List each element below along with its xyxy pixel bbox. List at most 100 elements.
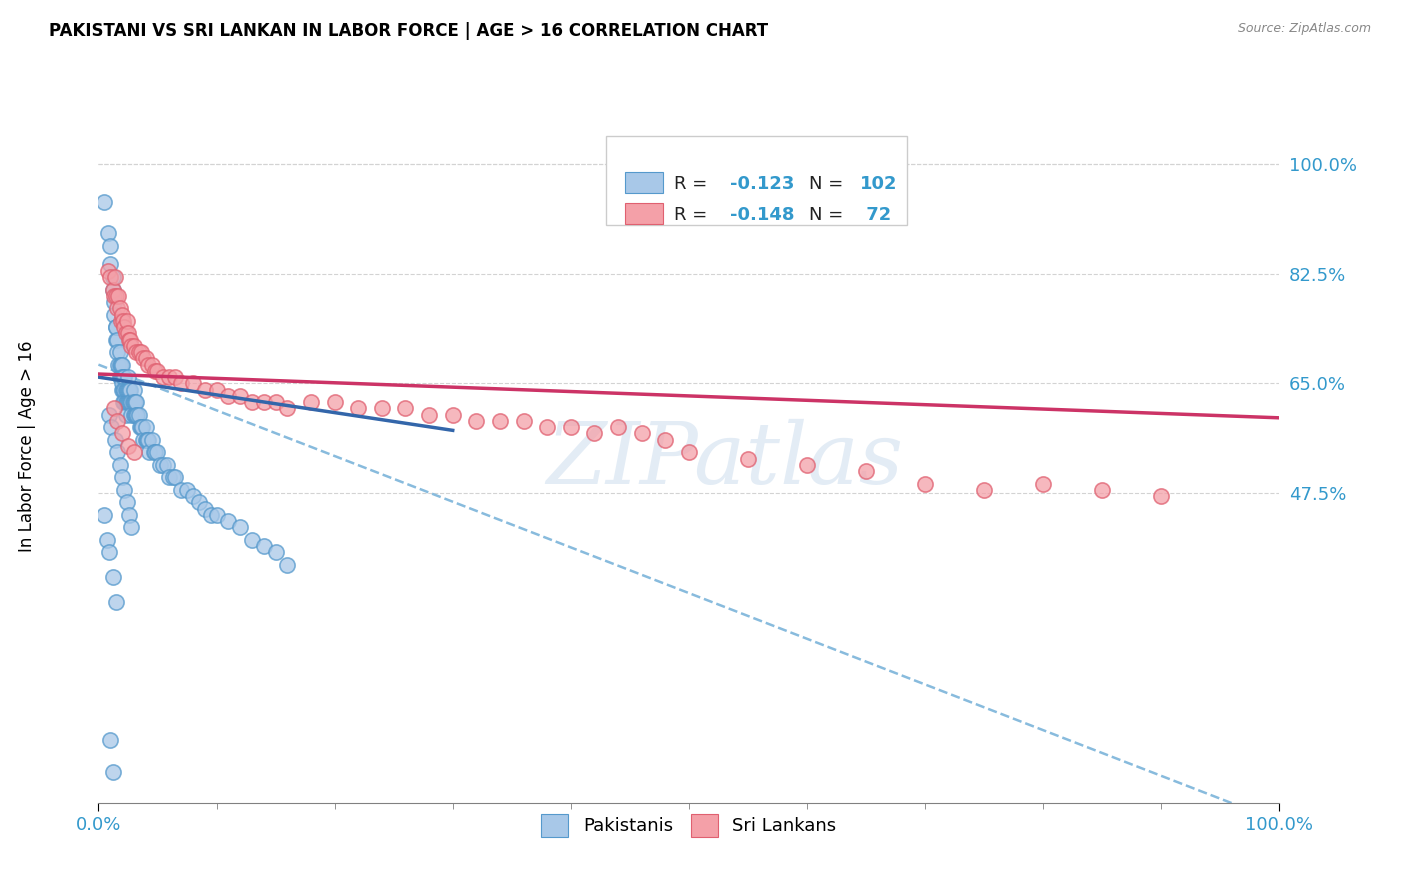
Sri Lankans [630,426,652,441]
Sri Lankans [108,301,131,316]
Pakistanis [149,458,172,472]
Sri Lankans [112,320,135,334]
Sri Lankans [181,376,204,391]
Sri Lankans [97,264,120,278]
Text: PAKISTANI VS SRI LANKAN IN LABOR FORCE | AGE > 16 CORRELATION CHART: PAKISTANI VS SRI LANKAN IN LABOR FORCE |… [49,22,768,40]
Pakistanis [121,520,143,534]
Pakistanis [156,458,179,472]
Sri Lankans [111,426,134,441]
Text: -0.148: -0.148 [730,206,794,224]
Pakistanis [112,483,135,497]
Sri Lankans [489,414,512,428]
Sri Lankans [105,289,128,303]
Sri Lankans [129,345,152,359]
Pakistanis [122,383,145,397]
Pakistanis [125,395,148,409]
Pakistanis [107,358,129,372]
Sri Lankans [678,445,700,459]
Sri Lankans [217,389,239,403]
Sri Lankans [103,289,125,303]
Pakistanis [96,533,118,547]
Pakistanis [205,508,228,522]
Pakistanis [118,395,141,409]
Sri Lankans [1091,483,1114,497]
Sri Lankans [347,401,370,416]
Sri Lankans [135,351,157,366]
Sri Lankans [103,401,125,416]
Pakistanis [122,408,145,422]
Pakistanis [135,433,157,447]
Pakistanis [152,458,174,472]
Pakistanis [111,370,134,384]
Sri Lankans [441,408,464,422]
Pakistanis [112,395,135,409]
Sri Lankans [110,314,132,328]
Text: Source: ZipAtlas.com: Source: ZipAtlas.com [1237,22,1371,36]
Pakistanis [111,383,134,397]
Sri Lankans [157,370,180,384]
Pakistanis [111,470,134,484]
Pakistanis [110,358,132,372]
Pakistanis [98,408,121,422]
Pakistanis [103,295,125,310]
Pakistanis [101,270,124,285]
Pakistanis [105,345,128,359]
Sri Lankans [128,345,150,359]
Pakistanis [112,370,135,384]
Pakistanis [105,333,128,347]
Sri Lankans [117,439,139,453]
Pakistanis [187,495,209,509]
Sri Lankans [112,314,135,328]
Pakistanis [194,501,217,516]
FancyBboxPatch shape [626,172,664,194]
Sri Lankans [165,370,187,384]
Sri Lankans [205,383,228,397]
Pakistanis [157,470,180,484]
Sri Lankans [146,364,169,378]
Sri Lankans [418,408,440,422]
Sri Lankans [115,314,138,328]
Sri Lankans [105,414,128,428]
Pakistanis [111,376,134,391]
Pakistanis [114,395,136,409]
Pakistanis [100,420,122,434]
Sri Lankans [973,483,995,497]
Sri Lankans [117,326,139,341]
Pakistanis [200,508,222,522]
Sri Lankans [152,370,174,384]
Pakistanis [93,194,115,209]
Pakistanis [141,433,163,447]
Sri Lankans [104,270,127,285]
Sri Lankans [607,420,630,434]
Y-axis label: In Labor Force | Age > 16: In Labor Force | Age > 16 [18,340,37,552]
Pakistanis [127,408,149,422]
Pakistanis [136,433,159,447]
Pakistanis [105,333,128,347]
Pakistanis [108,370,131,384]
Sri Lankans [105,301,128,316]
Sri Lankans [240,395,263,409]
Text: -0.123: -0.123 [730,175,794,193]
Pakistanis [135,433,157,447]
Pakistanis [118,383,141,397]
Pakistanis [108,358,131,372]
Pakistanis [121,395,143,409]
Sri Lankans [737,451,759,466]
Pakistanis [103,308,125,322]
Pakistanis [112,395,135,409]
Pakistanis [125,408,148,422]
Pakistanis [105,445,128,459]
Pakistanis [112,383,135,397]
Sri Lankans [465,414,488,428]
Sri Lankans [98,270,121,285]
Pakistanis [121,395,143,409]
Pakistanis [105,320,128,334]
Sri Lankans [560,420,582,434]
Pakistanis [131,420,153,434]
Text: R =: R = [673,206,713,224]
Sri Lankans [194,383,217,397]
Sri Lankans [1150,489,1173,503]
Sri Lankans [512,414,534,428]
Sri Lankans [143,364,166,378]
Pakistanis [132,433,155,447]
